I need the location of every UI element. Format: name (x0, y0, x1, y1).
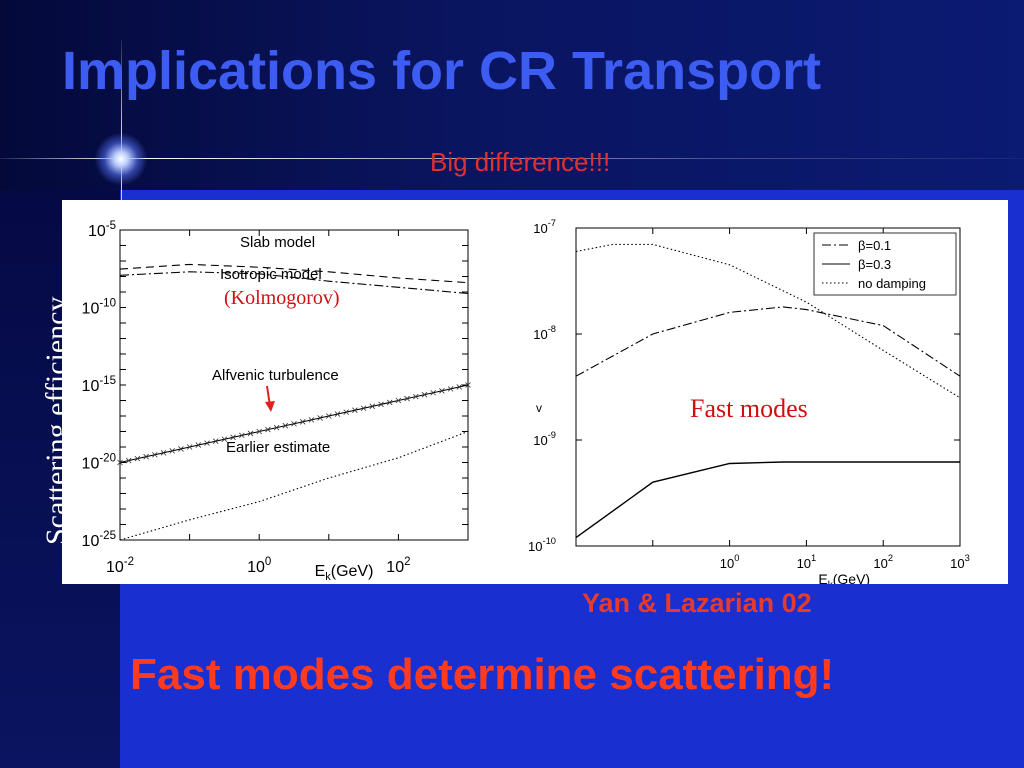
plot1-data-point-marker (360, 405, 367, 412)
plot1-data-point-marker (195, 442, 202, 448)
plot2-y-tick-label: 10-8 (533, 324, 556, 342)
plot1-y-tick-label: 10-5 (88, 220, 116, 240)
plot2-legend-label: no damping (858, 276, 926, 291)
plot1-data-point-marker (143, 453, 149, 460)
plot1-data-point-marker (239, 432, 245, 439)
plot1-data-point-marker (134, 455, 141, 462)
slide-title: Implications for CR Transport (62, 41, 822, 101)
plot1-data-point-marker (299, 419, 306, 425)
plot2-x-tick-label: 103 (950, 553, 970, 571)
plot1-data-point-marker (152, 451, 158, 458)
plot1-y-tick-label: 10-10 (82, 298, 116, 318)
plot1-series-line (119, 430, 469, 541)
plot1-data-point-marker (352, 407, 358, 413)
lens-flare-icon (95, 133, 147, 185)
plot1-data-point-marker (221, 436, 228, 443)
plot1-data-point-marker (317, 415, 323, 421)
plot2-x-tick-label: 100 (720, 553, 740, 571)
figure-credit: Yan & Lazarian 02 (582, 588, 812, 618)
plot1-data-point-marker (430, 389, 436, 396)
plot1-data-point-marker (421, 391, 428, 398)
plot1-data-point-marker (395, 397, 402, 404)
plot1-annotation-isotropic: Isotropic model (220, 266, 322, 283)
plot1-data-point-marker (413, 393, 419, 400)
plot2-axes-frame (575, 227, 961, 547)
plot1-data-point-marker (265, 426, 271, 433)
plot1-y-tick-label: 10-15 (82, 375, 116, 395)
plot1-y-tick-label: 10-20 (82, 453, 116, 473)
figure-panel: 10-5 10-10 10-15 10-20 10-25 10-2 100 102 Ek(GeV… (62, 200, 1008, 584)
plot1-x-axis-label: Ek(GeV) (315, 563, 374, 583)
conclusion-text: Fast modes determine scattering! (130, 650, 835, 699)
plot1-data-point-marker (456, 384, 463, 390)
plot2-y-tick-label: 10-9 (533, 430, 556, 448)
plot1-data-point-marker (247, 430, 254, 437)
plot1-x-tick-label: 10-2 (106, 556, 134, 576)
plot1-y-tick-label: 10-25 (82, 530, 116, 550)
plot1-data-point-marker (343, 409, 349, 415)
plot2-annotation-fast-modes: Fast modes (690, 394, 808, 423)
plot1-data-point-marker (117, 459, 123, 466)
plot1-x-tick-label: 102 (386, 556, 410, 576)
plot1-data-point-marker (204, 440, 210, 446)
plot1-data-point-marker (326, 413, 332, 419)
plot1-data-point-marker (273, 424, 280, 431)
plot1-annotation-slab: Slab model (240, 234, 315, 251)
plot1-data-point-marker (256, 428, 262, 435)
plot1-data-point-marker (125, 457, 132, 464)
plot2-y-tick-label: 10-7 (533, 218, 556, 236)
plot1-data-point-marker (378, 401, 384, 408)
plot2-series-line (575, 243, 961, 399)
plot2-x-tick-label: 102 (873, 553, 893, 571)
plot2-series-line (575, 461, 960, 539)
plot1-data-point-marker (386, 399, 393, 406)
plot1-data-point-marker (439, 388, 445, 394)
plot1-data-point-marker (282, 422, 289, 429)
plot1-data-point-marker (212, 438, 219, 444)
plot1-data-point-marker (308, 417, 315, 423)
plot2-legend-label: β=0.3 (858, 257, 891, 272)
plot1-data-point-marker (291, 420, 297, 427)
plot2-series-line (575, 306, 961, 377)
plot1-data-point-marker (369, 403, 376, 410)
plot2-x-axis-label: Ek(GeV) (818, 571, 870, 584)
plot2-y-tick-label: 10-10 (528, 536, 556, 554)
plot2-legend-label: β=0.1 (858, 238, 891, 253)
plot2-y-axis-label: v (536, 401, 542, 415)
plot1-data-point-marker (334, 411, 341, 417)
plot1-data-point-marker (447, 386, 454, 392)
plot1-data-point-marker (186, 444, 193, 450)
plot1-data-point-marker (465, 382, 471, 388)
slide-subtitle: Big difference!!! (430, 147, 611, 177)
plot1-arrow-head (265, 401, 275, 412)
plot1-annotation-earlier: Earlier estimate (226, 439, 330, 456)
plot2-x-tick-label: 101 (797, 553, 817, 571)
plot1-annotation-alfvenic: Alfvenic turbulence (212, 367, 339, 384)
plot1-annotation-kolmogorov: (Kolmogorov) (224, 287, 340, 309)
plot1-data-point-marker (404, 395, 410, 402)
plot1-data-point-marker (230, 434, 236, 441)
light-horizontal-line (0, 158, 1024, 159)
plot1-series-line (119, 271, 469, 295)
plot1-series-line (119, 263, 469, 284)
plot1-data-point-marker (169, 448, 175, 454)
plot1-x-tick-label: 100 (247, 556, 271, 576)
plot1-data-point-marker (178, 446, 184, 452)
plot1-data-point-marker (160, 450, 167, 456)
